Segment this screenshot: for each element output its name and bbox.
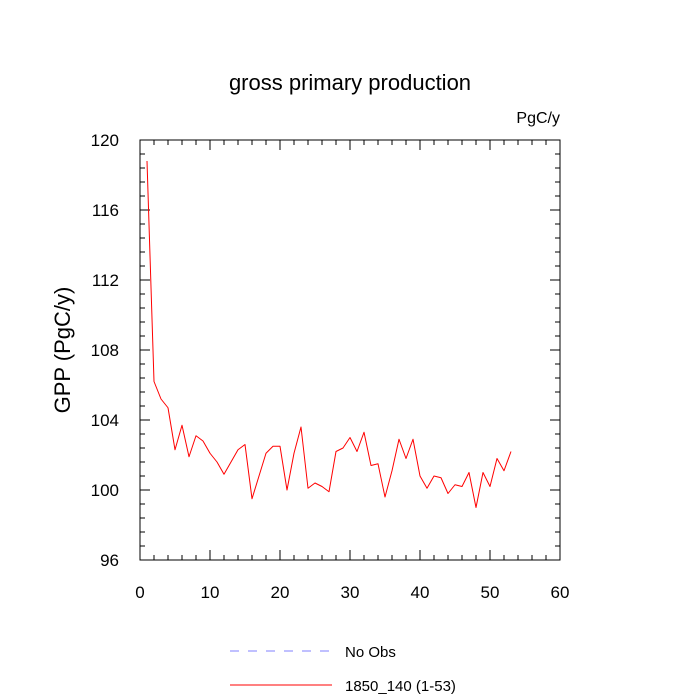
x-tick-label: 20 (271, 583, 290, 602)
y-tick-label: 116 (92, 201, 119, 220)
axis-ticks (139, 139, 561, 561)
legend-label-no-obs: No Obs (345, 644, 396, 661)
x-tick-label: 10 (201, 583, 220, 602)
chart-title: gross primary production (229, 70, 471, 95)
y-tick-label: 108 (91, 341, 119, 360)
legend: No Obs 1850_140 (1-53) (230, 644, 456, 695)
x-tick-label: 60 (551, 583, 570, 602)
y-tick-label: 104 (91, 411, 119, 430)
y-tick-label: 100 (91, 481, 119, 500)
units-label: PgC/y (516, 110, 560, 127)
x-tick-labels: 0 10 20 30 40 50 60 (135, 583, 569, 602)
x-tick-label: 30 (341, 583, 360, 602)
series-layer (146, 160, 512, 508)
plot-frame (139, 139, 561, 561)
series-line-0 (146, 160, 512, 508)
legend-label-1850-140: 1850_140 (1-53) (345, 678, 456, 695)
y-tick-label: 120 (91, 131, 119, 150)
y-tick-label: 112 (92, 271, 119, 290)
x-tick-label: 40 (411, 583, 430, 602)
x-tick-label: 0 (135, 583, 144, 602)
y-axis-label: GPP (PgC/y) (50, 287, 75, 414)
y-tick-label: 96 (100, 551, 119, 570)
y-tick-labels: 96 100 104 108 112 116 120 (91, 131, 119, 570)
x-tick-label: 50 (481, 583, 500, 602)
